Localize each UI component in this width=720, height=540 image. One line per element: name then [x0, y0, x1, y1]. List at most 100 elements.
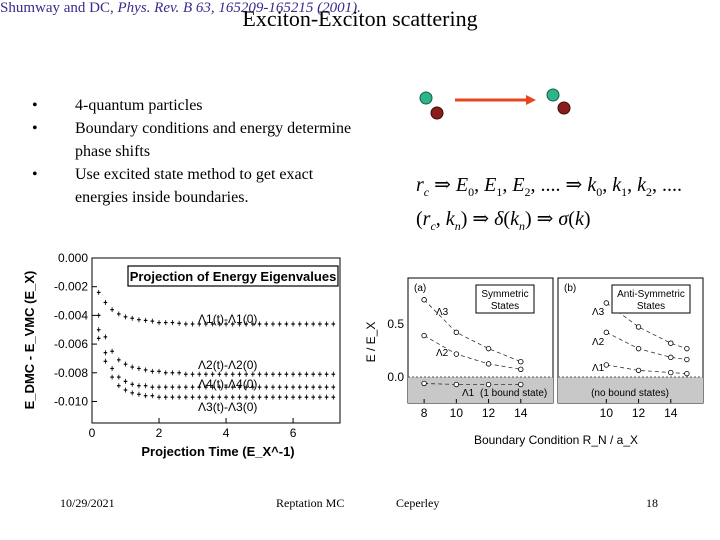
data-point — [421, 332, 427, 339]
x-tick-label: 0 — [89, 426, 96, 440]
footer-date: 10/29/2021 — [60, 496, 115, 510]
projection-chart: 0.000 -0.002 -0.004 -0.006 -0.008 -0.010 0 2 4 6… — [22, 251, 341, 459]
citation: Shumway and DC, Phys. Rev. B 63, 165209-… — [0, 0, 720, 17]
state-curve — [423, 335, 521, 370]
x-tick-label: 8 — [421, 406, 428, 420]
state-curve — [424, 383, 521, 385]
series-label: Λ3(t)-Λ3(0) — [198, 400, 257, 414]
x-tick-label: 14 — [514, 406, 528, 420]
y-tick-label: -0.010 — [54, 394, 88, 408]
data-point — [485, 361, 492, 367]
x-tick-label: 4 — [223, 426, 230, 440]
x-tick-label: 12 — [632, 406, 646, 420]
footer-center: Reptation MC — [276, 496, 345, 510]
bullet-text: Boundary conditions and energy determine… — [75, 120, 352, 160]
data-point — [485, 381, 492, 388]
equations: rc ⇒ E0, E1, E2, .... ⇒ k0, k1, k2, ....… — [416, 174, 682, 233]
legend-text: Anti-Symmetric — [617, 289, 685, 300]
bullet-text: Use excited state method to get exact en… — [75, 166, 314, 206]
data-point — [453, 329, 460, 336]
data-point — [668, 354, 674, 361]
data-point — [603, 300, 610, 306]
y-axis-label: E / E_X — [364, 322, 378, 363]
state-curve — [423, 299, 521, 363]
legend-text: States — [637, 301, 665, 312]
citation-authors: Shumway and DC, — [0, 0, 114, 16]
data-point — [668, 369, 674, 376]
panel-note: (1 bound state) — [480, 388, 547, 399]
panel-tag: (a) — [414, 283, 426, 294]
bullet-item: • Boundary conditions and energy determin… — [28, 117, 358, 163]
bullet-item: • Use excited state method to get exact e… — [28, 163, 358, 209]
exciton-particle-icon — [557, 101, 571, 115]
x-tick-label: 10 — [450, 406, 464, 420]
legend-text: States — [491, 301, 519, 312]
panel-note: (no bound states) — [591, 388, 669, 399]
slide-title: Exciton-Exciton scattering — [242, 6, 478, 31]
state-label: Λ1 — [592, 363, 605, 374]
scattering-illustration — [419, 88, 571, 120]
bullet-list: • 4-quantum particles • Boundary condition… — [28, 94, 358, 209]
legend-box-b — [611, 284, 691, 314]
y-axis-label: E_DMC - E_VMC (E_X) — [22, 271, 37, 410]
state-curve — [606, 364, 687, 375]
x-tick-label: 2 — [156, 426, 163, 440]
data-point — [421, 297, 427, 303]
bullet-marker: • — [32, 97, 38, 114]
state-curve — [606, 331, 687, 360]
series-label: Λ1(t)-Λ1(0) — [198, 312, 257, 326]
state-label: Λ2 — [436, 348, 449, 359]
x-tick-label: 14 — [664, 406, 678, 420]
exciton-particle-icon — [419, 91, 433, 105]
x-tick-label: 6 — [290, 426, 297, 440]
data-point — [668, 340, 674, 346]
bullet-marker: • — [32, 120, 38, 137]
x-axis-label: Projection Time (E_X^-1) — [141, 444, 294, 459]
y-tick-label: 0.000 — [58, 251, 88, 265]
legend-box-a — [475, 284, 535, 314]
y-tick-label: -0.008 — [54, 366, 88, 380]
data-point — [518, 381, 524, 388]
data-point — [485, 345, 492, 352]
y-tick-label: -0.002 — [54, 280, 88, 294]
x-tick-label: 12 — [482, 406, 496, 420]
chart-title: Projection of Energy Eigenvalues — [130, 269, 337, 284]
data-point — [453, 381, 460, 388]
exciton-particle-icon — [546, 88, 560, 102]
equation-line-1: rc ⇒ E0, E1, E2, .... ⇒ k0, k1, k2, .... — [416, 174, 682, 199]
data-point — [518, 366, 524, 373]
bound-region-b — [558, 377, 703, 403]
state-label: Λ2 — [592, 337, 605, 348]
y-tick-label: 0.0 — [387, 370, 404, 384]
footer-author: Ceperley — [396, 496, 440, 510]
data-point — [684, 356, 690, 363]
state-curve — [606, 302, 688, 350]
panel-tag: (b) — [564, 283, 576, 294]
boundary-chart: (a) (b) Symmetric States Anti-Symmetric … — [364, 277, 704, 447]
state-label: Λ3 — [592, 307, 605, 318]
y-tick-label: 0.5 — [387, 317, 404, 331]
data-point — [684, 345, 690, 352]
data-point — [603, 362, 610, 368]
data-point — [635, 324, 642, 330]
x-tick-label: 10 — [600, 406, 614, 420]
state-label: Λ3 — [436, 307, 449, 318]
data-point — [421, 380, 427, 387]
data-point — [453, 351, 460, 357]
equation-line-2: (rc, kn) ⇒ δ(kn) ⇒ σ(k) — [416, 208, 591, 233]
y-tick-label: -0.006 — [54, 337, 88, 351]
x-axis-label: Boundary Condition R_N / a_X — [474, 433, 638, 447]
chart-title-box — [127, 265, 339, 287]
data-point — [635, 345, 642, 352]
state-label: Λ1 — [462, 388, 475, 399]
legend-text: Symmetric — [481, 289, 528, 300]
page-number: 18 — [646, 496, 658, 510]
y-tick-label: -0.004 — [54, 308, 88, 322]
bound-region-a — [408, 377, 553, 403]
series-label: Λ4(t)-Λ4(0) — [198, 377, 257, 391]
bullet-marker: • — [32, 166, 38, 183]
data-point — [603, 329, 610, 336]
data-point — [518, 358, 524, 365]
data-point — [635, 367, 642, 374]
series-label: Λ2(t)-Λ2(0) — [198, 358, 257, 372]
